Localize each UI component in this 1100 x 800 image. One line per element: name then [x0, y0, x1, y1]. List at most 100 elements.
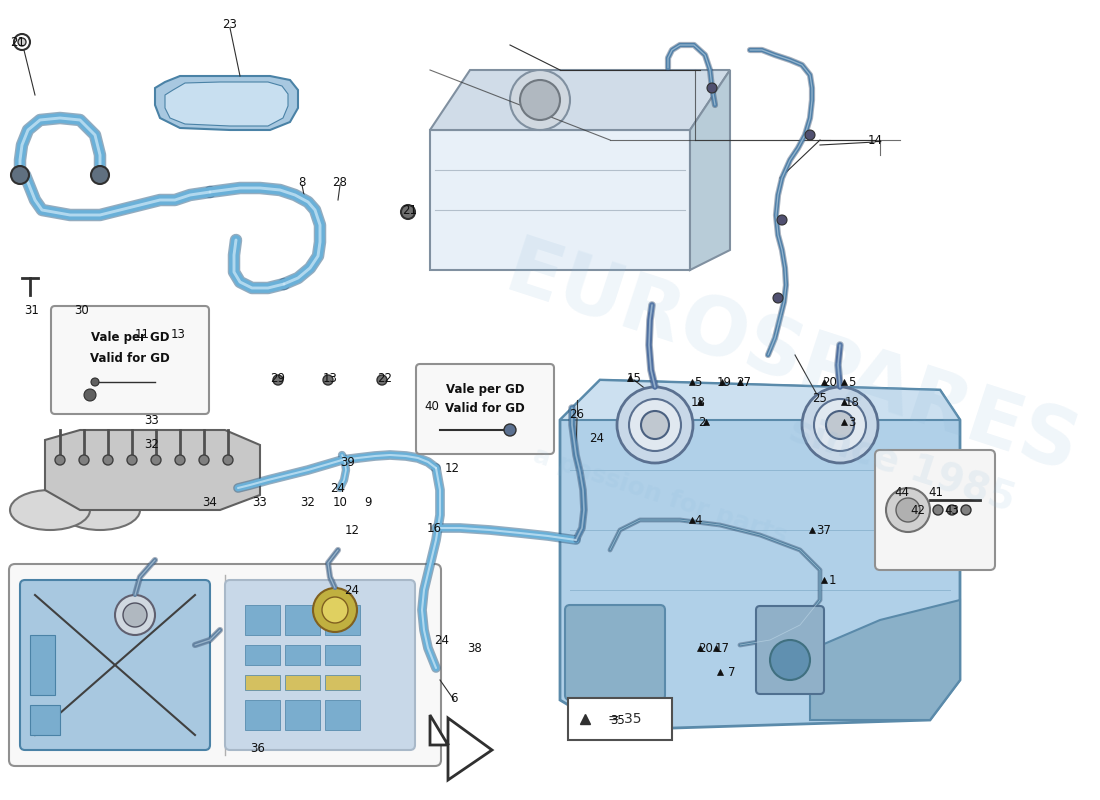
Ellipse shape [10, 490, 90, 530]
Text: 30: 30 [75, 303, 89, 317]
FancyBboxPatch shape [245, 675, 280, 690]
Circle shape [520, 80, 560, 120]
FancyBboxPatch shape [874, 450, 996, 570]
Text: Valid for GD: Valid for GD [446, 402, 525, 414]
Circle shape [55, 455, 65, 465]
Text: 24: 24 [590, 431, 605, 445]
FancyBboxPatch shape [756, 606, 824, 694]
FancyBboxPatch shape [324, 700, 360, 730]
Text: 40: 40 [425, 399, 439, 413]
FancyBboxPatch shape [226, 580, 415, 750]
Text: 15: 15 [627, 371, 641, 385]
FancyBboxPatch shape [285, 645, 320, 665]
Circle shape [123, 603, 147, 627]
Text: 27: 27 [737, 375, 751, 389]
Text: 24: 24 [344, 583, 360, 597]
Text: 9: 9 [364, 495, 372, 509]
FancyBboxPatch shape [20, 580, 210, 750]
Text: a passion for parts: a passion for parts [530, 443, 790, 549]
Text: Vale per GD: Vale per GD [90, 331, 169, 345]
Text: 31: 31 [24, 303, 40, 317]
Circle shape [886, 488, 929, 532]
Polygon shape [45, 430, 260, 510]
FancyBboxPatch shape [285, 700, 320, 730]
Text: 38: 38 [468, 642, 483, 654]
Circle shape [504, 424, 516, 436]
Text: 23: 23 [222, 18, 238, 31]
Text: 21: 21 [403, 203, 418, 217]
Circle shape [629, 399, 681, 451]
Text: 22: 22 [377, 371, 393, 385]
Text: 39: 39 [341, 455, 355, 469]
Polygon shape [155, 76, 298, 130]
Text: 7: 7 [728, 666, 736, 678]
Circle shape [770, 640, 810, 680]
Text: 12: 12 [444, 462, 460, 474]
Polygon shape [430, 130, 690, 270]
Circle shape [961, 505, 971, 515]
Circle shape [11, 166, 29, 184]
Text: 18: 18 [691, 395, 705, 409]
Polygon shape [430, 70, 730, 130]
FancyBboxPatch shape [324, 675, 360, 690]
Text: 5: 5 [848, 375, 856, 389]
FancyBboxPatch shape [324, 605, 360, 635]
Circle shape [223, 455, 233, 465]
Circle shape [175, 455, 185, 465]
Circle shape [777, 215, 786, 225]
Text: 14: 14 [868, 134, 882, 146]
Circle shape [707, 83, 717, 93]
Text: 16: 16 [427, 522, 441, 534]
Circle shape [805, 130, 815, 140]
Text: 6: 6 [450, 691, 458, 705]
FancyBboxPatch shape [245, 605, 280, 635]
Circle shape [14, 34, 30, 50]
Polygon shape [560, 380, 960, 730]
Circle shape [773, 293, 783, 303]
Circle shape [199, 455, 209, 465]
Text: 11: 11 [134, 329, 150, 342]
FancyBboxPatch shape [245, 700, 280, 730]
Text: 3: 3 [848, 415, 856, 429]
Circle shape [933, 505, 943, 515]
Circle shape [126, 455, 138, 465]
FancyBboxPatch shape [285, 675, 320, 690]
Circle shape [91, 166, 109, 184]
FancyBboxPatch shape [324, 645, 360, 665]
FancyBboxPatch shape [285, 605, 320, 635]
Circle shape [18, 38, 26, 46]
Text: EUROSPARES: EUROSPARES [496, 230, 1088, 490]
Text: 4: 4 [694, 514, 702, 526]
Text: 5: 5 [694, 375, 702, 389]
Circle shape [273, 375, 283, 385]
Circle shape [802, 387, 878, 463]
Text: 8: 8 [298, 175, 306, 189]
FancyBboxPatch shape [568, 698, 672, 740]
Polygon shape [165, 82, 288, 126]
Text: 13: 13 [322, 371, 338, 385]
Circle shape [173, 333, 183, 343]
Text: 1: 1 [828, 574, 836, 586]
Text: = 35: = 35 [608, 712, 641, 726]
FancyBboxPatch shape [30, 635, 55, 695]
FancyBboxPatch shape [51, 306, 209, 414]
Circle shape [510, 70, 570, 130]
Text: 41: 41 [928, 486, 944, 498]
Text: 17: 17 [715, 642, 729, 654]
Text: 25: 25 [813, 391, 827, 405]
Text: 24: 24 [330, 482, 345, 494]
Circle shape [402, 205, 415, 219]
Circle shape [896, 498, 920, 522]
FancyBboxPatch shape [9, 564, 441, 766]
Text: 28: 28 [332, 175, 348, 189]
Circle shape [641, 411, 669, 439]
Ellipse shape [60, 490, 140, 530]
Text: 34: 34 [202, 495, 218, 509]
Text: 37: 37 [816, 523, 832, 537]
FancyBboxPatch shape [30, 705, 60, 735]
Text: 35: 35 [610, 714, 626, 726]
Circle shape [151, 455, 161, 465]
Circle shape [323, 375, 333, 385]
Circle shape [314, 588, 358, 632]
Circle shape [135, 332, 145, 342]
